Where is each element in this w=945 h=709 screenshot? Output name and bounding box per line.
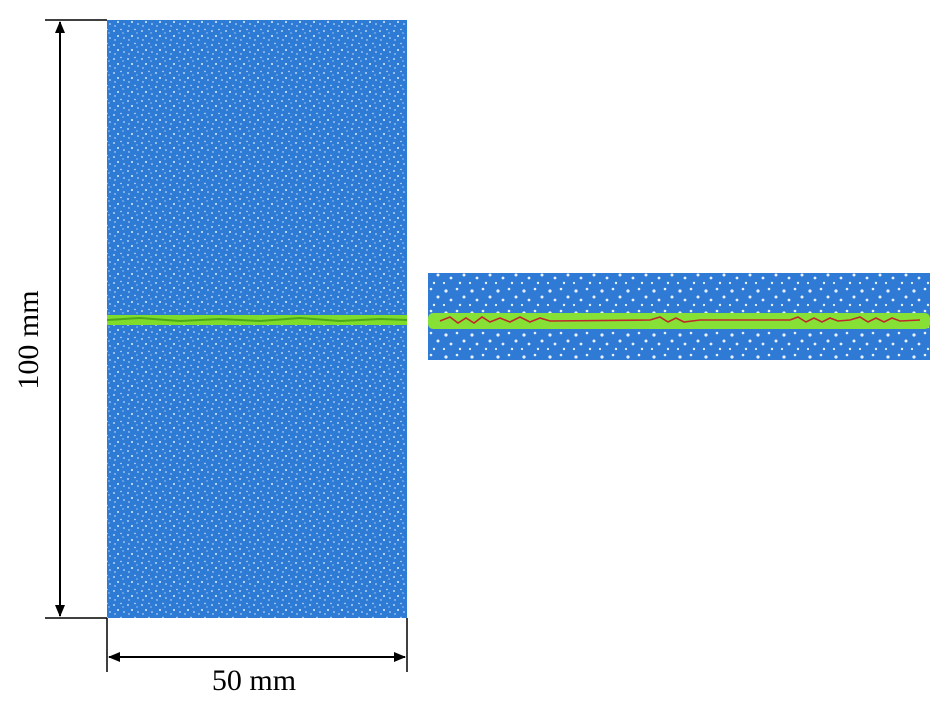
width-label: 50 mm xyxy=(212,664,296,697)
height-label: 100 mm xyxy=(12,290,45,389)
zoom-interface-band xyxy=(428,313,930,329)
interface-line xyxy=(106,316,408,323)
crack-path xyxy=(439,316,921,324)
